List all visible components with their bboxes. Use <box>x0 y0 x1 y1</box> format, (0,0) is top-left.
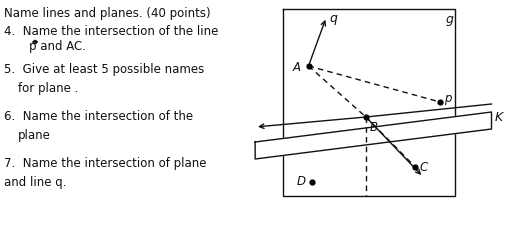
Text: $q$: $q$ <box>330 13 339 27</box>
Text: 7.  Name the intersection of plane: 7. Name the intersection of plane <box>4 156 206 169</box>
Text: for plane .: for plane . <box>18 82 78 94</box>
Text: 4.  Name the intersection of the line: 4. Name the intersection of the line <box>4 25 219 38</box>
Text: plane: plane <box>18 128 51 141</box>
Text: p and AC.: p and AC. <box>29 40 86 53</box>
Text: $C$: $C$ <box>419 161 429 174</box>
Text: $B$: $B$ <box>369 121 378 134</box>
Text: 5.  Give at least 5 possible names: 5. Give at least 5 possible names <box>4 63 204 76</box>
Text: $A$: $A$ <box>292 61 302 74</box>
Polygon shape <box>255 112 491 159</box>
Text: $D$: $D$ <box>296 175 307 188</box>
Text: $\mathit{g}$: $\mathit{g}$ <box>445 14 454 28</box>
Text: Name lines and planes. (40 points): Name lines and planes. (40 points) <box>4 7 210 20</box>
Text: and line q.: and line q. <box>4 175 66 188</box>
Text: $\mathit{K}$: $\mathit{K}$ <box>494 111 505 124</box>
Text: 6.  Name the intersection of the: 6. Name the intersection of the <box>4 109 193 122</box>
Text: $p$: $p$ <box>444 93 453 106</box>
